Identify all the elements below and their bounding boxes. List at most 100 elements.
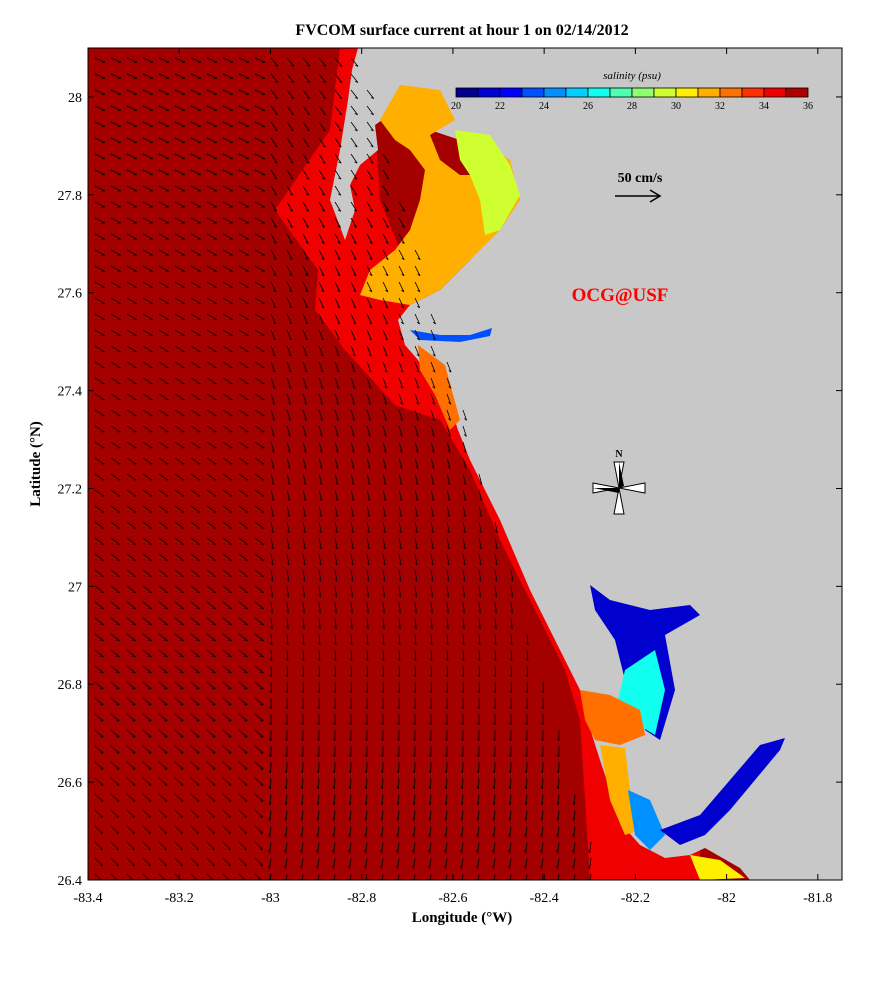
x-tick-label: -83.4 <box>73 891 102 906</box>
current-vector-head <box>229 672 232 673</box>
current-vector-head <box>245 688 248 689</box>
current-vector <box>319 682 320 693</box>
current-vector-head <box>229 688 232 689</box>
current-vector <box>383 682 384 693</box>
current-vector <box>382 778 383 789</box>
current-vector-head <box>428 882 429 885</box>
current-vector-head <box>165 672 168 673</box>
current-vector-head <box>101 640 104 641</box>
current-vector-head <box>268 882 269 885</box>
current-vector <box>399 682 400 693</box>
colorbar-tick-label: 26 <box>583 101 593 112</box>
current-vector <box>318 778 319 789</box>
colorbar-swatch <box>588 88 610 97</box>
current-vector <box>511 682 512 693</box>
current-vector-head <box>412 882 413 885</box>
current-vector-head <box>180 881 183 882</box>
current-vector-head <box>101 672 104 673</box>
current-vector-head <box>213 688 216 689</box>
x-axis-label: Longitude (°W) <box>412 910 513 926</box>
current-vector-head <box>460 882 461 885</box>
current-vector <box>510 778 511 789</box>
x-tick-label: -82.8 <box>347 891 376 906</box>
current-vector <box>446 778 447 789</box>
current-vector-head <box>261 640 264 641</box>
current-vector-head <box>244 881 247 882</box>
colorbar-swatch <box>456 88 478 97</box>
current-vector-head <box>196 881 199 882</box>
current-vector-head <box>572 882 573 885</box>
x-tick-label: -81.8 <box>803 891 832 906</box>
current-vector-head <box>117 640 120 641</box>
current-vector-head <box>261 656 264 657</box>
colorbar-tick-label: 32 <box>715 101 725 112</box>
current-vector-head <box>117 688 120 689</box>
current-vector <box>558 778 559 789</box>
current-vector <box>447 682 448 693</box>
colorbar-swatch <box>742 88 764 97</box>
y-tick-label: 26.4 <box>58 874 83 889</box>
current-vector-head <box>364 882 365 885</box>
colorbar-label: salinity (psu) <box>603 70 661 82</box>
current-vector-head <box>181 672 184 673</box>
current-vector <box>398 778 399 789</box>
current-vector-head <box>492 882 493 885</box>
current-vector-head <box>117 672 120 673</box>
current-vector-head <box>213 672 216 673</box>
current-vector-head <box>229 656 232 657</box>
current-vector-head <box>245 672 248 673</box>
current-vector-head <box>181 656 184 657</box>
colorbar-swatch <box>720 88 742 97</box>
colorbar-swatch <box>522 88 544 97</box>
current-vector-head <box>260 881 263 882</box>
current-vector-head <box>261 688 264 689</box>
x-tick-label: -82.2 <box>621 891 650 906</box>
current-vector-head <box>380 882 381 885</box>
colorbar-swatch <box>500 88 522 97</box>
current-vector <box>335 682 336 693</box>
current-vector <box>494 778 495 789</box>
current-vector <box>334 778 335 789</box>
current-vector <box>287 682 288 693</box>
colorbar-swatch <box>478 88 500 97</box>
current-vector-head <box>245 640 248 641</box>
current-vector <box>286 778 287 789</box>
y-tick-label: 27.6 <box>58 287 83 302</box>
current-vector-head <box>540 882 541 885</box>
current-vector <box>303 682 304 693</box>
colorbar-swatch <box>698 88 720 97</box>
current-vector-head <box>100 881 103 882</box>
current-vector-head <box>133 672 136 673</box>
watermark: OCG@USF <box>572 285 669 306</box>
current-vector <box>495 682 496 693</box>
current-vector <box>414 778 415 789</box>
current-vector-head <box>316 882 317 885</box>
current-vector-head <box>508 882 509 885</box>
current-vector-head <box>229 640 232 641</box>
current-vector-head <box>213 656 216 657</box>
current-vector <box>542 778 543 789</box>
current-vector <box>543 682 544 693</box>
current-vector-head <box>181 688 184 689</box>
current-vector-head <box>116 881 119 882</box>
current-vector <box>367 682 368 693</box>
current-vector <box>462 778 463 789</box>
current-vector-head <box>197 672 200 673</box>
y-tick-label: 27.8 <box>58 189 83 204</box>
current-vector-head <box>132 881 135 882</box>
current-vector-head <box>101 656 104 657</box>
x-tick-label: -83 <box>261 891 280 906</box>
current-vector-head <box>101 688 104 689</box>
current-vector-head <box>300 882 301 885</box>
figure-title: FVCOM surface current at hour 1 on 02/14… <box>295 22 628 39</box>
current-vector-head <box>165 656 168 657</box>
x-tick-label: -82 <box>717 891 736 906</box>
colorbar-swatch <box>786 88 808 97</box>
current-vector-head <box>444 882 445 885</box>
y-tick-label: 26.8 <box>58 678 83 693</box>
current-vector-head <box>212 881 215 882</box>
current-vector <box>415 682 416 693</box>
scale-arrow-label: 50 cm/s <box>618 171 663 186</box>
current-vector <box>271 682 272 693</box>
